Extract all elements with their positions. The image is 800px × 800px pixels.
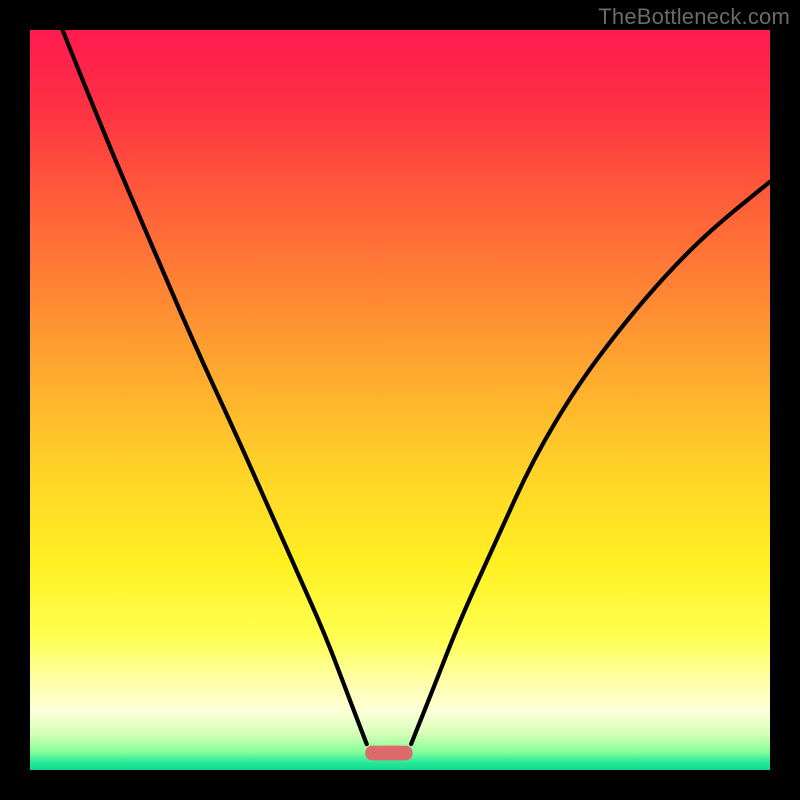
optimal-marker bbox=[365, 746, 412, 761]
chart-container: TheBottleneck.com bbox=[0, 0, 800, 800]
watermark-text: TheBottleneck.com bbox=[598, 4, 790, 30]
plot-background bbox=[30, 30, 770, 770]
bottleneck-chart bbox=[0, 0, 800, 800]
